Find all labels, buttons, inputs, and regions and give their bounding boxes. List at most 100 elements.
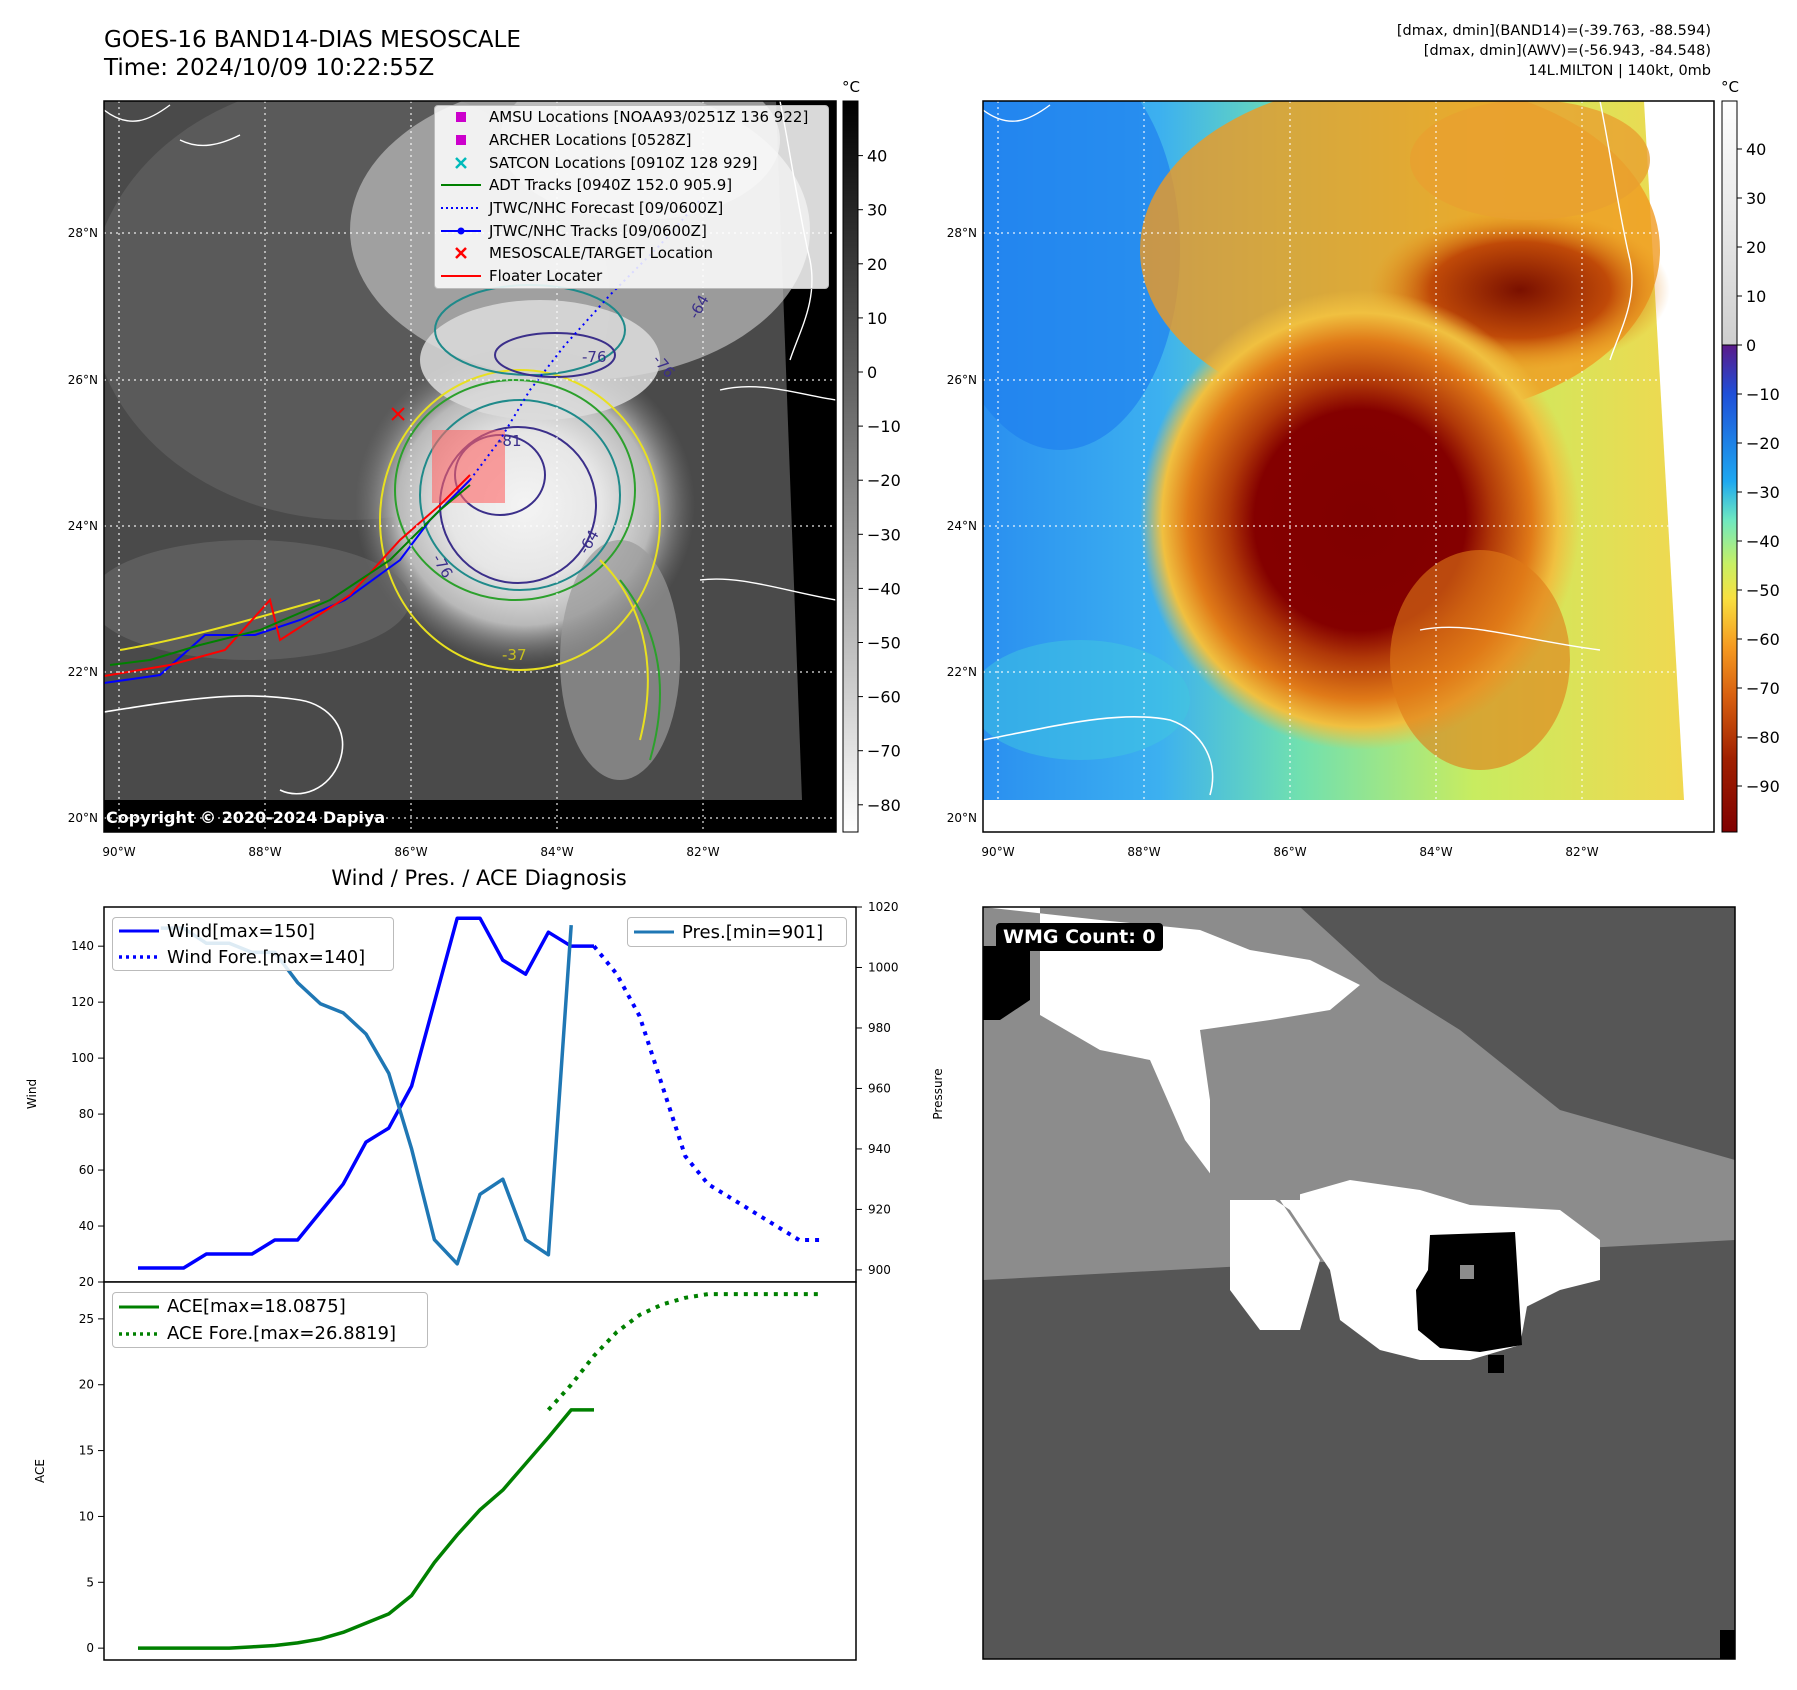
y-tick-label: 140 (71, 939, 94, 953)
y-tick-label: 25 (79, 1312, 94, 1326)
series-line-ace (138, 1408, 594, 1650)
legend-label: Wind[max=150] (167, 920, 315, 942)
legend-label: Pres.[min=901] (682, 921, 824, 943)
y-tick-label: 10 (79, 1509, 94, 1523)
legend-item-forecast: JTWC/NHC Forecast [09/0600Z] (435, 197, 828, 220)
legend-label: ADT Tracks [0940Z 152.0 905.9] (489, 176, 733, 195)
legend-label: ACE Fore.[max=26.8819] (167, 1323, 396, 1344)
colorbar-tick-label: 40 (867, 147, 887, 166)
pressure-legend: Pres.[min=901] (627, 917, 847, 947)
series-line-ace-fore- (546, 1292, 822, 1412)
line-marker-icon (439, 266, 483, 286)
y-tick-label: 20 (79, 1275, 94, 1289)
colorbar-tick-label: 10 (867, 309, 887, 328)
legend-item-wind-fore: Wind Fore.[max=140] (113, 944, 393, 970)
colorbar-tick-label: −30 (1746, 483, 1780, 502)
lon-label: 84°W (540, 845, 573, 859)
colorbar-tick-label: −40 (1746, 532, 1780, 551)
legend-label: ACE[max=18.0875] (167, 1296, 346, 1317)
legend-label: MESOSCALE/TARGET Location (489, 244, 714, 263)
series-line-wind (138, 916, 594, 1270)
y2-tick-label: 1000 (868, 960, 899, 974)
legend-label: ARCHER Locations [0528Z] (489, 131, 692, 150)
y-tick-label: 0 (86, 1641, 94, 1655)
colorbar-tick-label: −20 (1746, 434, 1780, 453)
legend-label: JTWC/NHC Forecast [09/0600Z] (489, 199, 724, 218)
y-tick-label: 60 (79, 1163, 94, 1177)
y-tick-label: 40 (79, 1219, 94, 1233)
y2-tick-label: 920 (868, 1202, 891, 1216)
x-marker-icon (439, 153, 483, 173)
lat-label: 24°N (68, 519, 98, 533)
legend-label: AMSU Locations [NOAA93/0251Z 136 922] (489, 108, 809, 127)
wmg-panel (982, 906, 1736, 1660)
wmg-count-badge: WMG Count: 0 (996, 923, 1163, 951)
colorbar-tick-label: −50 (1746, 581, 1780, 600)
copyright-text: Copyright © 2020-2024 Dapiya (106, 808, 386, 827)
ace-axis-label: ACE (33, 1459, 47, 1483)
dotted-line-icon (117, 947, 161, 967)
colorbar-tick-label: −60 (867, 688, 901, 707)
line-marker-icon (117, 1297, 161, 1317)
colorbar-tick-label: 20 (1746, 238, 1766, 257)
lat-label: 24°N (947, 519, 977, 533)
ace-legend: ACE[max=18.0875] ACE Fore.[max=26.8819] (112, 1292, 428, 1348)
lat-label: 26°N (68, 373, 98, 387)
legend-item-satcon: SATCON Locations [0910Z 128 929] (435, 151, 828, 174)
y-tick-label: 15 (79, 1444, 94, 1458)
colorbar-tick-label: 20 (867, 255, 887, 274)
colorbar-tick-label: −60 (1746, 630, 1780, 649)
lat-label: 22°N (947, 665, 977, 679)
wind-legend: Wind[max=150] Wind Fore.[max=140] (112, 917, 394, 971)
y2-tick-label: 900 (868, 1263, 891, 1277)
line-marker-icon (632, 922, 676, 942)
gray-colorbar (842, 100, 859, 833)
gray-colorbar-unit: °C (842, 78, 860, 96)
y2-tick-label: 1020 (868, 900, 899, 914)
dotted-line-icon (117, 1324, 161, 1344)
lon-label: 86°W (1273, 845, 1306, 859)
colorbar-tick-label: −20 (867, 471, 901, 490)
colorbar-tick-label: −10 (867, 417, 901, 436)
lat-label: 26°N (947, 373, 977, 387)
colorbar-tick-label: −10 (1746, 385, 1780, 404)
colorbar-tick-label: −70 (1746, 679, 1780, 698)
contour-label: -37 (502, 646, 527, 664)
colorbar-tick-label: −80 (1746, 728, 1780, 747)
square-marker-icon (439, 130, 483, 150)
line-marker-icon (117, 921, 161, 941)
figure-title: GOES-16 BAND14-DIAS MESOSCALE (104, 27, 521, 53)
lat-label: 28°N (947, 226, 977, 240)
legend-item-archer: ARCHER Locations [0528Z] (435, 129, 828, 152)
y-tick-label: 120 (71, 995, 94, 1009)
lat-label: 20°N (947, 811, 977, 825)
legend-item-ace-fore: ACE Fore.[max=26.8819] (113, 1320, 427, 1347)
colorbar-tick-label: 30 (1746, 189, 1766, 208)
legend-item-pres: Pres.[min=901] (628, 918, 846, 946)
colorbar-tick-label: −30 (867, 525, 901, 544)
colorbar-tick-label: 40 (1746, 140, 1766, 159)
diagnosis-title: Wind / Pres. / ACE Diagnosis (331, 866, 627, 890)
legend-item-wind: Wind[max=150] (113, 918, 393, 944)
awv-colorbar-cold (1721, 344, 1738, 833)
lon-label: 82°W (1565, 845, 1598, 859)
legend-item-ace: ACE[max=18.0875] (113, 1293, 427, 1320)
lon-label: 88°W (248, 845, 281, 859)
y2-tick-label: 980 (868, 1021, 891, 1035)
legend-item-adt: ADT Tracks [0940Z 152.0 905.9] (435, 174, 828, 197)
line-marker-icon (439, 175, 483, 195)
colorbar-tick-label: 0 (867, 363, 877, 382)
contour-label: -81 (497, 432, 522, 450)
colorbar-tick-label: 30 (867, 201, 887, 220)
lat-label: 22°N (68, 665, 98, 679)
colorbar-tick-label: −90 (1746, 777, 1780, 796)
colorbar-tick-label: 10 (1746, 287, 1766, 306)
y2-tick-label: 960 (868, 1081, 891, 1095)
awv-colorbar-warm (1721, 100, 1738, 346)
line-dot-icon (439, 221, 483, 241)
legend-item-target: MESOSCALE/TARGET Location (435, 242, 828, 265)
legend-label: JTWC/NHC Tracks [09/0600Z] (489, 221, 707, 240)
colorbar-tick-label: −80 (867, 796, 901, 815)
y-tick-label: 5 (86, 1575, 94, 1589)
